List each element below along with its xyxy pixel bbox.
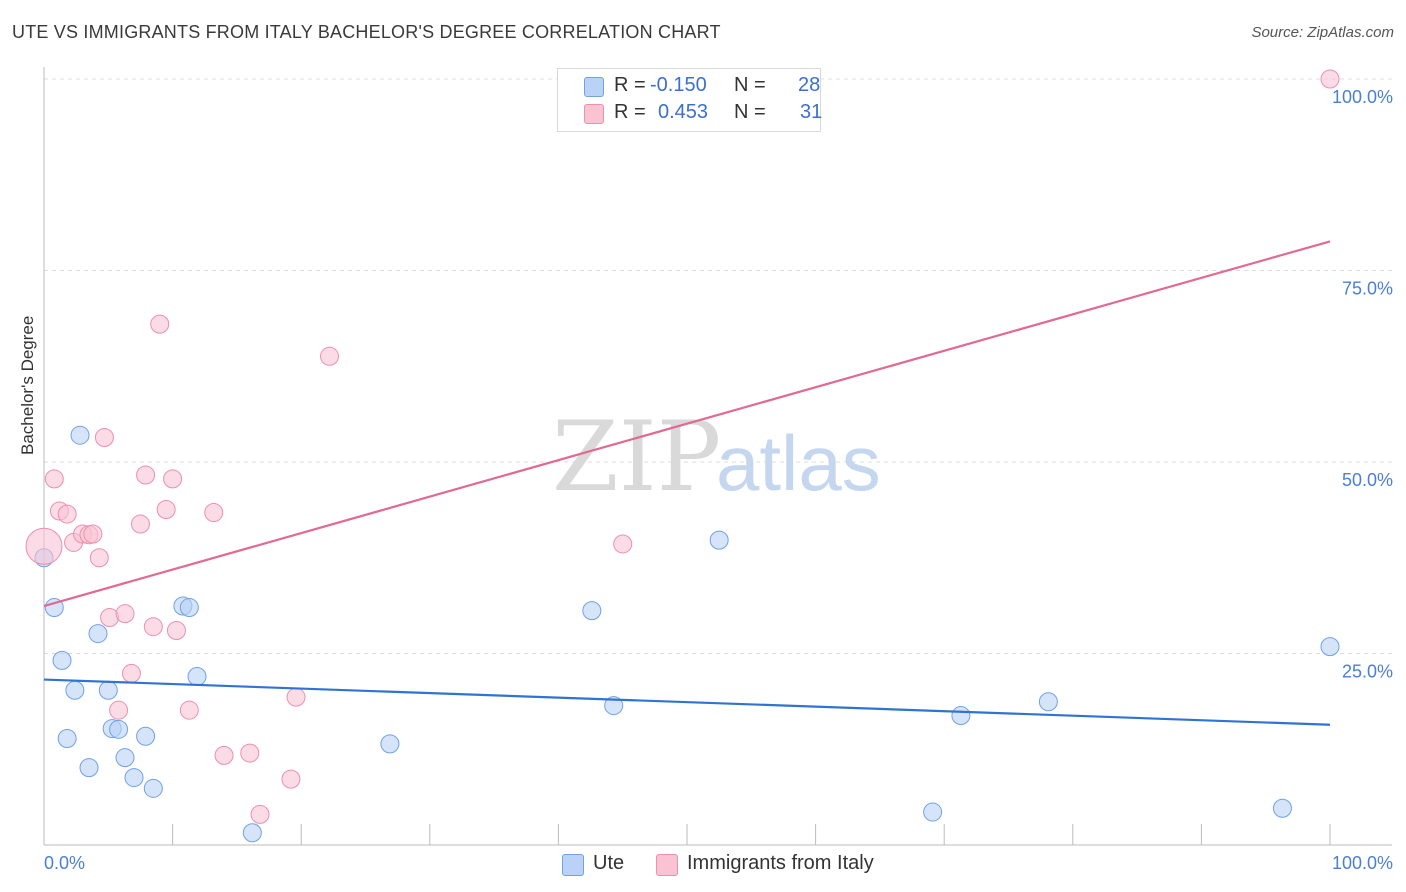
chart-title: UTE VS IMMIGRANTS FROM ITALY BACHELOR'S …: [12, 22, 721, 42]
legend-n-value: 31: [800, 101, 823, 123]
italy-point[interactable]: [89, 548, 109, 568]
italy-point[interactable]: [130, 514, 150, 534]
source-label: Source: ZipAtlas.com: [1251, 24, 1394, 41]
bottom-legend-label-ute: Ute: [593, 852, 625, 874]
ute-trend-line: [43, 678, 1331, 726]
ute-point[interactable]: [923, 802, 943, 822]
y-tick-label: 50.0%: [1342, 470, 1393, 490]
italy-point[interactable]: [121, 663, 141, 683]
y-tick-label: 100.0%: [1332, 87, 1393, 107]
trend-lines: [43, 240, 1331, 726]
y-tick-label: 75.0%: [1342, 279, 1393, 299]
ute-point[interactable]: [143, 778, 163, 798]
italy-point[interactable]: [115, 604, 135, 624]
y-tick-label: 25.0%: [1342, 662, 1393, 682]
grid-lines: [44, 78, 1392, 654]
ute-point[interactable]: [709, 530, 729, 550]
x-tick-label-start: 0.0%: [44, 853, 85, 873]
italy-point[interactable]: [156, 499, 176, 519]
ute-point[interactable]: [582, 601, 602, 621]
italy-point[interactable]: [319, 346, 339, 366]
ute-point[interactable]: [187, 666, 207, 686]
y-axis-label: Bachelor's Degree: [18, 315, 37, 455]
correlation-legend: R = -0.150 N = 28 R = 0.453 N = 31: [557, 68, 823, 132]
legend-swatch-ute: [584, 77, 604, 97]
italy-point[interactable]: [109, 700, 129, 720]
italy-point[interactable]: [1320, 69, 1340, 89]
ute-point[interactable]: [98, 680, 118, 700]
axes: [43, 67, 1392, 846]
ute-point[interactable]: [1320, 637, 1340, 657]
ute-point[interactable]: [52, 650, 72, 670]
italy-point[interactable]: [214, 745, 234, 765]
italy-point[interactable]: [240, 743, 260, 763]
ute-point[interactable]: [1038, 692, 1058, 712]
italy-point[interactable]: [281, 769, 301, 789]
legend-n-label: N =: [734, 74, 766, 96]
italy-trend-line: [43, 240, 1331, 608]
legend-r-value: -0.150: [650, 74, 707, 96]
italy-point[interactable]: [286, 687, 306, 707]
legend-n-value: 28: [798, 74, 821, 96]
italy-point[interactable]: [613, 534, 633, 554]
ute-point[interactable]: [951, 706, 971, 726]
ute-point[interactable]: [380, 734, 400, 754]
ute-point[interactable]: [124, 768, 144, 788]
legend-r-label: R =: [614, 74, 646, 96]
legend-swatch-italy: [584, 104, 604, 124]
italy-point[interactable]: [163, 469, 183, 489]
legend-r-value: 0.453: [658, 101, 709, 123]
italy-point[interactable]: [136, 465, 156, 485]
watermark: ZIP atlas: [552, 401, 881, 513]
ute-point[interactable]: [1272, 798, 1292, 818]
italy-point[interactable]: [166, 621, 186, 641]
italy-point[interactable]: [250, 804, 270, 824]
italy-point[interactable]: [83, 524, 103, 544]
italy-point[interactable]: [44, 469, 64, 489]
ute-point[interactable]: [88, 624, 108, 644]
bottom-legend-swatch-italy: [656, 854, 678, 876]
ute-point[interactable]: [109, 719, 129, 739]
bottom-legend-swatch-ute: [562, 854, 584, 876]
italy-point[interactable]: [143, 617, 163, 637]
ute-point[interactable]: [65, 680, 85, 700]
ute-point[interactable]: [179, 598, 199, 618]
ute-point[interactable]: [136, 726, 156, 746]
ute-point[interactable]: [115, 748, 135, 768]
ute-point[interactable]: [44, 598, 64, 618]
italy-point[interactable]: [57, 504, 77, 524]
italy-point[interactable]: [25, 527, 63, 565]
legend-r-label: R =: [614, 101, 646, 123]
legend-n-label: N =: [734, 101, 766, 123]
ute-point[interactable]: [70, 425, 90, 445]
italy-point[interactable]: [150, 314, 170, 334]
bottom-legend-label-italy: Immigrants from Italy: [687, 852, 874, 874]
data-points: [25, 69, 1340, 843]
ute-point[interactable]: [57, 729, 77, 749]
ute-point[interactable]: [604, 696, 624, 716]
watermark-atlas: atlas: [716, 419, 881, 507]
x-tick-label-end: 100.0%: [1332, 853, 1393, 873]
italy-point[interactable]: [204, 503, 224, 523]
watermark-zip: ZIP: [552, 401, 721, 513]
ute-point[interactable]: [79, 758, 99, 778]
tick-labels: 25.0% 50.0% 75.0% 100.0% 0.0% 100.0%: [44, 87, 1393, 873]
italy-point[interactable]: [94, 427, 114, 447]
ute-point[interactable]: [242, 823, 262, 843]
italy-point[interactable]: [179, 700, 199, 720]
